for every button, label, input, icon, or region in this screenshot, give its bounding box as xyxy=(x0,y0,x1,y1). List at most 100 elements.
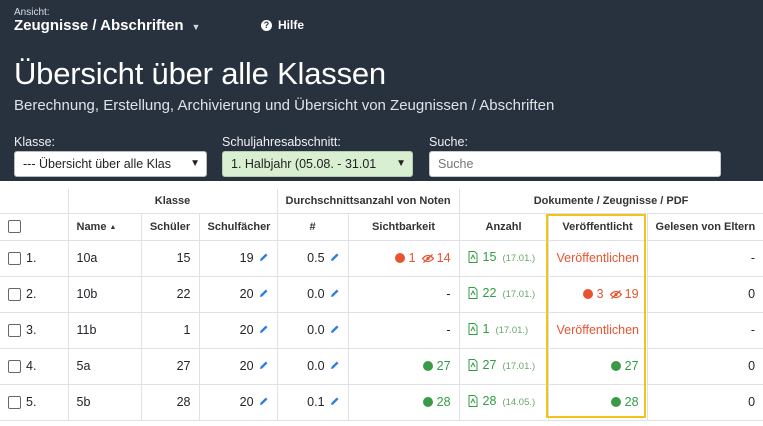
veroeffentlicht-hidden-count: 3 xyxy=(596,286,604,301)
row-anzahl-cell[interactable]: 27 (17.01.) xyxy=(458,347,549,385)
row-number: 1. xyxy=(26,251,37,266)
globe-icon xyxy=(610,397,621,407)
row-faecher-cell: 20 xyxy=(198,383,278,421)
row-anzahl-date: (14.05.) xyxy=(502,397,536,408)
row-name[interactable]: 11b xyxy=(67,311,142,349)
chevron-down-icon: ▼ xyxy=(394,152,406,176)
pdf-icon xyxy=(468,287,478,302)
row-anzahl-date: (17.01.) xyxy=(502,361,536,372)
table-row: 5. 5b 28 20 0.1 28 28 (14.05.) 28 0 xyxy=(0,383,763,421)
pdf-icon xyxy=(468,251,478,266)
row-faecher: 20 xyxy=(239,394,254,409)
pencil-icon[interactable] xyxy=(330,251,340,265)
row-faecher-cell: 20 xyxy=(198,275,278,313)
row-veroeffentlicht[interactable]: Veröffentlichen xyxy=(547,311,648,349)
sichtbarkeit-hidden-count: 1 xyxy=(408,250,416,265)
row-name-text: 5b xyxy=(76,395,91,409)
row-select-cell: 3. xyxy=(0,311,69,349)
pencil-icon[interactable] xyxy=(330,359,340,373)
abschnitt-select[interactable]: 1. Halbjahr (05.08. - 31.01 ▼ xyxy=(222,151,413,177)
row-gelesen: 0 xyxy=(646,383,763,421)
row-faecher-cell: 20 xyxy=(198,311,278,349)
row-sichtbarkeit: 27 xyxy=(347,347,460,385)
row-checkbox[interactable] xyxy=(8,395,21,409)
row-gelesen: - xyxy=(646,239,763,277)
row-name[interactable]: 10a xyxy=(67,239,142,277)
veroeffentlicht-publish-link[interactable]: Veröffentlichen xyxy=(556,251,640,265)
row-avg-cell: 0.0 xyxy=(276,311,349,349)
row-anzahl-cell[interactable]: 1 (17.01.) xyxy=(458,311,549,349)
row-anzahl: 1 xyxy=(482,322,490,336)
row-avg-cell: 0.0 xyxy=(276,347,349,385)
row-name[interactable]: 5b xyxy=(67,383,142,421)
select-all-cell xyxy=(0,212,69,241)
col-schulfaecher: Schulfächer xyxy=(198,212,278,241)
row-name[interactable]: 10b xyxy=(67,275,142,313)
question-icon: ? xyxy=(261,19,272,31)
pencil-icon[interactable] xyxy=(259,323,269,337)
table-row: 1. 10a 15 19 0.5 1 14 15 (17.01.) Veröffen… xyxy=(0,239,763,277)
row-anzahl-date: (17.01.) xyxy=(502,289,536,300)
group-durchschnitt: Durchschnittsanzahl von Noten xyxy=(276,189,460,214)
row-name-text: 5a xyxy=(76,359,91,373)
row-veroeffentlicht[interactable]: Veröffentlichen xyxy=(547,239,648,277)
row-name[interactable]: 5a xyxy=(67,347,142,385)
row-faecher: 20 xyxy=(239,286,254,301)
row-faecher: 19 xyxy=(239,250,254,265)
select-all-checkbox[interactable] xyxy=(8,220,21,233)
globe-icon xyxy=(394,252,405,263)
row-sichtbarkeit: - xyxy=(347,311,460,349)
view-caption: Ansicht: xyxy=(14,7,50,18)
row-anzahl-cell[interactable]: 15 (17.01.) xyxy=(458,239,549,277)
chevron-down-icon: ▼ xyxy=(188,152,200,176)
help-link[interactable]: ? Hilfe xyxy=(261,18,304,32)
search-input[interactable] xyxy=(429,151,721,177)
row-checkbox[interactable] xyxy=(8,359,21,373)
row-veroeffentlicht: 3 19 xyxy=(547,275,648,313)
col-schueler: Schüler xyxy=(140,212,200,241)
pencil-icon[interactable] xyxy=(259,395,269,409)
row-name-text: 11b xyxy=(76,323,97,337)
row-avg: 0.0 xyxy=(307,322,325,337)
row-anzahl-cell[interactable]: 22 (17.01.) xyxy=(458,275,549,313)
table-row: 4. 5a 27 20 0.0 27 27 (17.01.) 27 0 xyxy=(0,347,763,385)
classes-table: Klasse Durchschnittsanzahl von Noten Dok… xyxy=(0,189,763,421)
row-gelesen: 0 xyxy=(646,347,763,385)
row-checkbox[interactable] xyxy=(8,323,21,337)
veroeffentlicht-publish-link[interactable]: Veröffentlichen xyxy=(556,323,640,337)
globe-icon xyxy=(422,397,433,407)
pencil-icon[interactable] xyxy=(259,251,269,265)
klasse-select[interactable]: --- Übersicht über alle Klas ▼ xyxy=(14,151,207,177)
pencil-icon[interactable] xyxy=(330,287,340,301)
row-gelesen: 0 xyxy=(646,275,763,313)
row-checkbox[interactable] xyxy=(8,251,21,265)
row-avg: 0.0 xyxy=(307,286,325,301)
row-anzahl-cell[interactable]: 28 (14.05.) xyxy=(458,383,549,421)
row-schueler: 22 xyxy=(140,275,200,313)
pencil-icon[interactable] xyxy=(259,359,269,373)
table-row: 2. 10b 22 20 0.0 - 22 (17.01.) 3 19 0 xyxy=(0,275,763,313)
chevron-down-icon: ▼ xyxy=(191,21,201,32)
group-empty xyxy=(0,189,69,214)
pencil-icon[interactable] xyxy=(330,395,340,409)
pdf-icon xyxy=(468,323,478,338)
row-sichtbarkeit: 1 14 xyxy=(347,239,460,277)
row-checkbox[interactable] xyxy=(8,287,21,301)
row-avg: 0.1 xyxy=(307,394,325,409)
col-hash: # xyxy=(276,212,349,241)
pencil-icon[interactable] xyxy=(330,323,340,337)
row-anzahl: 27 xyxy=(482,358,497,372)
row-anzahl-wrap: 22 xyxy=(468,286,496,302)
row-number: 5. xyxy=(26,395,37,410)
eye-slash-icon xyxy=(609,288,622,302)
view-select[interactable]: Zeugnisse / Abschriften ▼ xyxy=(14,17,200,34)
row-avg: 0.5 xyxy=(307,250,325,265)
row-avg-cell: 0.0 xyxy=(276,275,349,313)
row-avg: 0.0 xyxy=(307,358,325,373)
pencil-icon[interactable] xyxy=(259,287,269,301)
row-anzahl-date: (17.01.) xyxy=(502,253,536,264)
group-dokumente: Dokumente / Zeugnisse / PDF xyxy=(458,189,763,214)
col-name[interactable]: Name ▲ xyxy=(67,212,142,241)
row-anzahl-wrap: 15 xyxy=(468,250,496,266)
sichtbarkeit-visible-count: 28 xyxy=(436,395,451,409)
